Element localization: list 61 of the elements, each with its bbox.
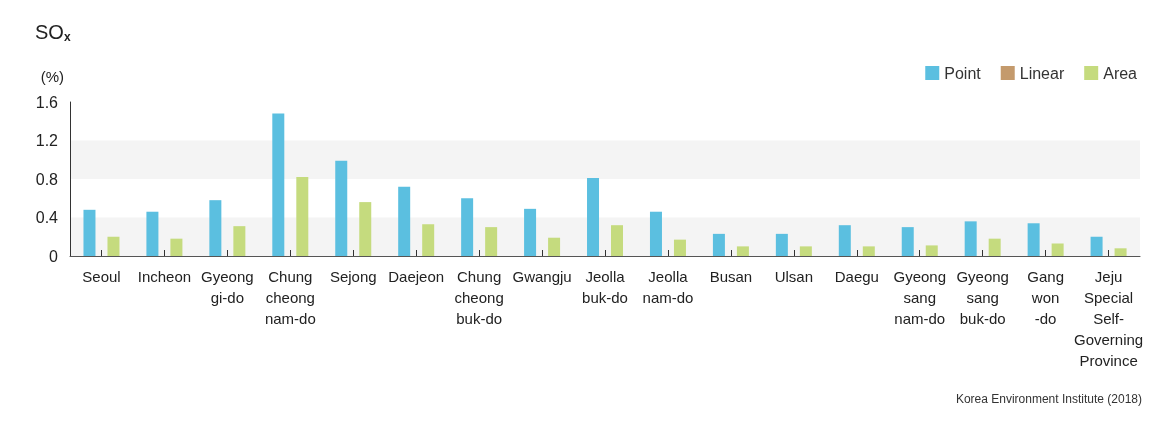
x-tick-label: Chung cheong nam-do — [264, 268, 316, 327]
bar — [83, 209, 96, 256]
y-tick-label: 0.4 — [35, 209, 59, 226]
x-tick-label: Sejong — [329, 268, 377, 285]
bar — [611, 225, 624, 256]
bar — [107, 236, 120, 256]
bar — [272, 113, 285, 256]
bar — [209, 200, 222, 256]
bar — [862, 246, 875, 256]
bar — [548, 237, 561, 256]
bar — [461, 198, 474, 256]
text: Korea Environment Institute (2018) — [955, 392, 1143, 406]
bar — [1027, 223, 1040, 256]
x-tick-label: Jeju Special Self- Governing Province — [1073, 268, 1144, 369]
bar — [398, 186, 411, 256]
bar — [964, 221, 977, 256]
x-tick-label: Jeolla nam-do — [642, 268, 694, 306]
legend-label: Point — [944, 64, 982, 82]
legend-label: Linear — [1019, 64, 1065, 82]
bar — [170, 238, 183, 256]
bar — [712, 233, 725, 256]
bar — [524, 208, 537, 256]
bar — [799, 246, 812, 256]
x-tick-label: Gang won -do — [1027, 268, 1064, 327]
x-tick-label: Gyeong gi-do — [201, 268, 254, 306]
x-tick-label: Chung cheong buk-do — [454, 268, 504, 327]
bar — [901, 227, 914, 256]
y-tick-label: 0.8 — [35, 170, 59, 188]
bar — [925, 245, 938, 256]
bar — [775, 233, 788, 256]
y-axis-title: (%) — [40, 68, 64, 85]
bar — [1051, 243, 1064, 256]
x-tick-label: Gyeong sang buk-do — [956, 268, 1009, 327]
bar — [1090, 236, 1103, 256]
x-tick-label: Incheon — [137, 268, 192, 285]
y-tick-label: 1.6 — [35, 93, 59, 111]
bar — [988, 238, 1001, 256]
y-tick-label: 1.2 — [35, 132, 59, 149]
bar — [587, 178, 600, 256]
x-tick-label: Ulsan — [774, 268, 814, 285]
x-tick-label: Gwangju — [512, 268, 572, 285]
x-tick-label: Seoul — [82, 268, 121, 285]
y-tick-label: 0 — [49, 247, 59, 265]
x-tick-label: Gyeong sang nam-do — [893, 268, 947, 327]
x-tick-label: Busan — [709, 268, 753, 285]
x-tick-label: Jeolla buk-do — [582, 268, 628, 306]
x-tick-label: Daegu — [834, 268, 879, 285]
bar — [1114, 248, 1127, 256]
bar — [146, 211, 159, 256]
bar — [838, 225, 851, 256]
bar — [736, 246, 749, 256]
bar — [485, 227, 498, 256]
bar — [673, 239, 686, 256]
bar — [359, 202, 372, 256]
x-tick-label: Daejeon — [388, 268, 445, 285]
legend-label: Area — [1103, 64, 1138, 82]
bar — [233, 226, 246, 256]
bar — [649, 211, 662, 256]
bar — [422, 224, 435, 256]
bar — [335, 160, 348, 256]
bar — [296, 177, 309, 256]
